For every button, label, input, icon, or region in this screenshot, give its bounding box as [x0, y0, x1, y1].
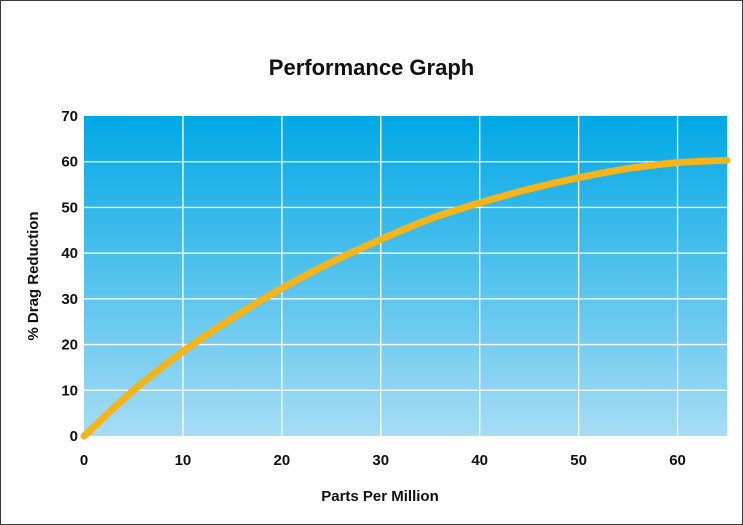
y-tick-label: 10: [61, 382, 78, 399]
y-tick-label: 0: [70, 428, 78, 445]
y-axis-label: % Drag Reduction: [25, 211, 42, 340]
series-group: [80, 156, 731, 440]
y-tick-labels: 0 10 20 30 40 50 60 70: [61, 108, 78, 445]
y-tick-label: 60: [61, 154, 78, 171]
x-tick-label: 10: [175, 452, 192, 469]
x-tick-label: 50: [570, 452, 587, 469]
x-tick-label: 60: [669, 452, 686, 469]
grid-lines: [84, 116, 727, 436]
chart-title: Performance Graph: [268, 55, 475, 80]
plot-area: [84, 116, 727, 436]
y-tick-label: 30: [61, 291, 78, 308]
y-tick-label: 40: [61, 245, 78, 262]
x-axis-label: Parts Per Million: [321, 488, 439, 505]
x-tick-labels: 0 10 20 30 40 50 60: [80, 452, 686, 469]
x-tick-label: 40: [471, 452, 488, 469]
y-tick-label: 70: [61, 108, 78, 125]
y-tick-label: 50: [61, 199, 78, 216]
x-tick-label: 0: [80, 452, 88, 469]
y-tick-label: 20: [61, 337, 78, 354]
series-line: [80, 156, 731, 440]
x-tick-label: 20: [274, 452, 291, 469]
x-tick-label: 30: [372, 452, 389, 469]
